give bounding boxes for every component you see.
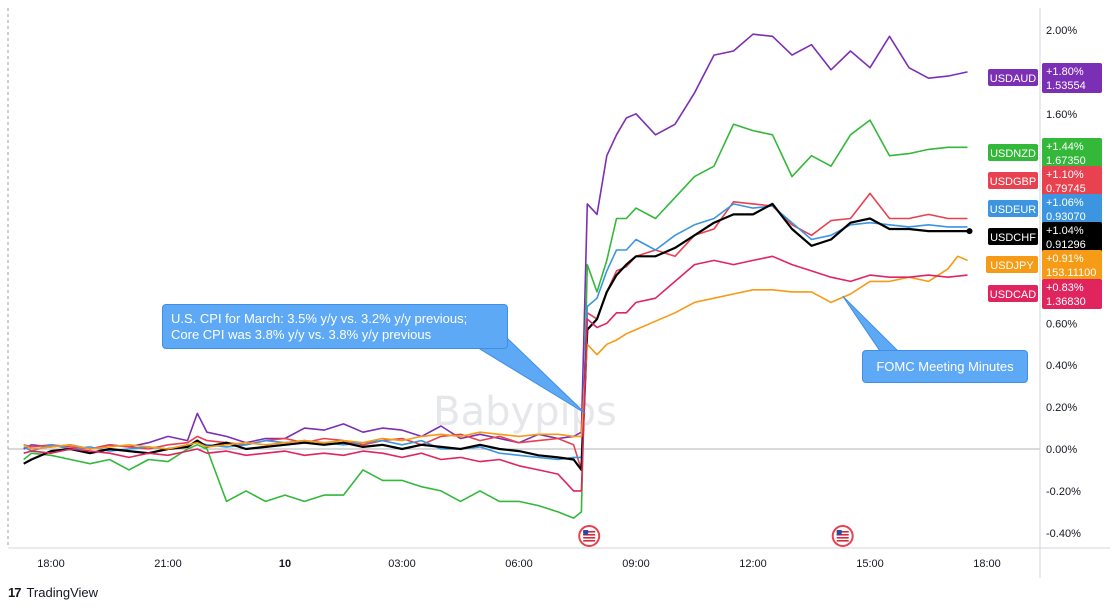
series-name-text: USDGBP <box>990 176 1036 188</box>
flag-stripe <box>836 540 849 542</box>
series-label-usdgbp: USDGBP +1.10% 0.79745 <box>988 166 1102 196</box>
fomc-annotation-text: FOMC Meeting Minutes <box>876 359 1014 374</box>
series-change-text: +0.83% <box>1046 282 1084 294</box>
series-end-dot-usdchf <box>966 228 973 235</box>
series-label-usdnzd: USDNZD +1.44% 1.67350 <box>988 138 1102 168</box>
us-flag-event-icon <box>831 525 854 547</box>
cpi-annotation-line-1: U.S. CPI for March: 3.5% y/y vs. 3.2% y/… <box>171 311 468 326</box>
flag-ring <box>831 525 854 547</box>
flag-stripe <box>836 534 849 536</box>
flag-stripe <box>583 534 596 536</box>
series-price-text: 0.91296 <box>1046 239 1086 251</box>
cpi-annotation-line-2: Core CPI was 3.8% y/y vs. 3.8% y/y previ… <box>171 327 432 342</box>
series-change-text: +1.80% <box>1046 66 1084 78</box>
series-label-usdaud: USDAUD +1.80% 1.53554 <box>988 63 1102 93</box>
series-name-text: USDCAD <box>990 289 1037 301</box>
tradingview-logo-icon: 17 <box>8 585 22 600</box>
series-value-tag <box>1042 63 1102 93</box>
series-label-usdjpy: USDJPY +0.91% 153.11100 <box>986 250 1102 280</box>
series-name-tag <box>988 69 1038 86</box>
series-value-tag <box>1042 250 1102 280</box>
x-tick-label: 09:00 <box>622 558 650 570</box>
series-change-text: +1.44% <box>1046 141 1084 153</box>
series-change-text: +1.10% <box>1046 169 1084 181</box>
x-tick-label: 10 <box>279 558 291 570</box>
series-price-text: 0.93070 <box>1046 211 1086 223</box>
series-value-tag <box>1042 194 1102 224</box>
x-tick-label: 21:00 <box>154 558 182 570</box>
flag-stripe <box>836 537 849 539</box>
series-label-usdcad: USDCAD +0.83% 1.36830 <box>988 279 1102 309</box>
series-price-text: 0.79745 <box>1046 183 1086 195</box>
series-value-tag <box>1042 138 1102 168</box>
series-price-text: 1.53554 <box>1046 80 1086 92</box>
y-tick-label: -0.40% <box>1046 528 1081 540</box>
flag-stripe <box>583 540 596 542</box>
series-name-text: USDNZD <box>990 148 1036 160</box>
x-tick-label: 03:00 <box>388 558 416 570</box>
series-value-tag <box>1042 222 1102 252</box>
series-line-usdgbp <box>23 192 968 471</box>
flag-stripe <box>583 537 596 539</box>
series-label-usdchf: USDCHF +1.04% 0.91296 <box>988 222 1102 252</box>
y-tick-label: 0.20% <box>1046 402 1077 414</box>
series-name-text: USDJPY <box>990 260 1034 272</box>
series-value-tag <box>1042 166 1102 196</box>
y-tick-label: 0.40% <box>1046 360 1077 372</box>
flag-canton <box>583 530 589 535</box>
tradingview-brand-text: TradingView <box>26 585 99 600</box>
x-tick-label: 18:00 <box>37 558 65 570</box>
series-change-text: +1.04% <box>1046 225 1084 237</box>
series-name-tag <box>986 256 1038 273</box>
series-name-text: USDEUR <box>990 204 1037 216</box>
y-tick-label: -0.20% <box>1046 486 1081 498</box>
flag-stripe <box>836 531 849 533</box>
series-price-text: 153.11100 <box>1046 267 1096 279</box>
x-tick-label: 15:00 <box>856 558 884 570</box>
series-line-usdcad <box>23 255 968 492</box>
flag-ring <box>578 525 601 547</box>
series-name-tag <box>988 172 1038 189</box>
y-tick-label: 2.00% <box>1046 25 1077 37</box>
series-name-text: USDCHF <box>990 232 1036 244</box>
series-line-usdchf <box>23 202 968 471</box>
series-price-text: 1.36830 <box>1046 296 1086 308</box>
series-line-usdjpy <box>23 255 968 450</box>
x-tick-label: 06:00 <box>505 558 533 570</box>
flag-canton <box>836 530 842 535</box>
series-price-text: 1.67350 <box>1046 155 1086 167</box>
y-tick-label: 1.60% <box>1046 109 1077 121</box>
series-change-text: +1.06% <box>1046 197 1084 209</box>
series-value-tag <box>1042 279 1102 309</box>
series-label-usdeur: USDEUR +1.06% 0.93070 <box>988 194 1102 224</box>
series-name-tag <box>988 228 1038 245</box>
series-name-text: USDAUD <box>990 73 1037 85</box>
fomc-annotation-pointer <box>842 295 900 352</box>
cpi-annotation-box: U.S. CPI for March: 3.5% y/y vs. 3.2% y/… <box>162 304 508 349</box>
y-tick-label: 0.00% <box>1046 444 1077 456</box>
x-tick-label: 18:00 <box>973 558 1001 570</box>
watermark-text: Babypips <box>433 389 617 435</box>
footer-brand: 17 TradingView <box>8 585 98 600</box>
y-tick-label: 0.60% <box>1046 318 1077 330</box>
series-change-text: +0.91% <box>1046 253 1084 265</box>
series-line-usdnzd <box>23 119 968 519</box>
series-name-tag <box>988 144 1038 161</box>
series-name-tag <box>988 200 1038 217</box>
fomc-annotation-box: FOMC Meeting Minutes <box>862 350 1028 383</box>
us-flag-event-icon <box>578 525 601 547</box>
series-name-tag <box>988 285 1038 302</box>
x-tick-label: 12:00 <box>739 558 767 570</box>
flag-stripe <box>583 531 596 533</box>
